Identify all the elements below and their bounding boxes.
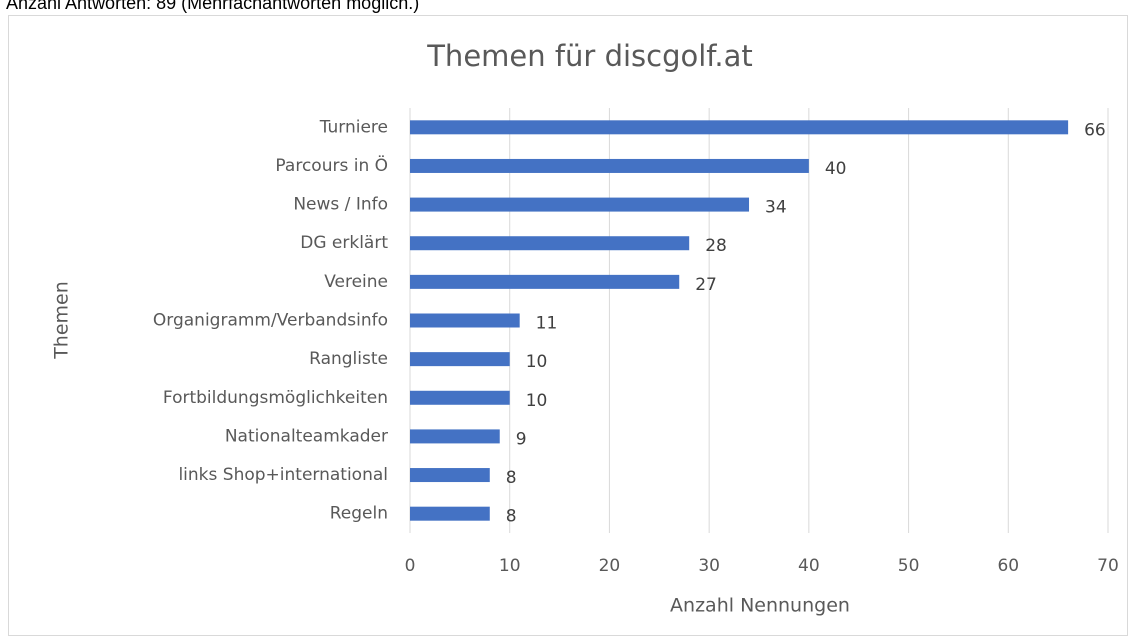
bar <box>410 158 809 173</box>
y-tick-label: DG erklärt <box>300 233 388 253</box>
x-tick-label: 60 <box>997 556 1019 576</box>
value-label: 10 <box>526 352 548 372</box>
x-tick-label: 20 <box>599 556 621 576</box>
value-label: 27 <box>695 275 717 295</box>
y-tick-label: links Shop+international <box>178 465 388 485</box>
bar <box>410 313 520 328</box>
y-tick-label: Nationalteamkader <box>225 426 388 446</box>
bar <box>410 390 510 405</box>
x-tick-label: 0 <box>405 556 416 576</box>
value-label: 9 <box>516 429 527 449</box>
bar <box>410 197 750 212</box>
x-tick-label: 70 <box>1097 556 1119 576</box>
y-tick-label: Vereine <box>324 272 388 292</box>
y-tick-label: Parcours in Ö <box>275 154 388 176</box>
y-tick-label: Fortbildungsmöglichkeiten <box>163 388 388 408</box>
y-tick-label: Rangliste <box>309 349 388 369</box>
note: Anzahl Antworten: 89 (Mehrfachantworten … <box>6 0 419 13</box>
value-label: 34 <box>765 198 787 218</box>
chart-title: Themen für discgolf.at <box>426 39 753 73</box>
x-tick-label: 10 <box>499 556 521 576</box>
bar <box>410 506 490 521</box>
x-tick-label: 30 <box>698 556 720 576</box>
bar <box>410 120 1069 135</box>
bar <box>410 352 510 367</box>
value-label: 66 <box>1084 120 1106 140</box>
x-tick-label: 40 <box>798 556 820 576</box>
value-label: 11 <box>536 314 558 334</box>
bar <box>410 236 690 251</box>
value-label: 10 <box>526 391 548 411</box>
chart-border <box>8 15 1128 636</box>
x-tick-label: 50 <box>898 556 920 576</box>
bar <box>410 429 500 444</box>
x-axis-label: Anzahl Nennungen <box>670 595 850 617</box>
bar <box>410 274 680 289</box>
value-label: 8 <box>506 468 517 488</box>
y-tick-label: Organigramm/Verbandsinfo <box>153 311 388 331</box>
value-label: 8 <box>506 507 517 527</box>
y-tick-label: Turniere <box>319 117 388 137</box>
value-label: 28 <box>705 236 727 256</box>
y-axis-label: Themen <box>51 281 73 360</box>
y-tick-label: News / Info <box>293 195 388 215</box>
y-tick-label: Regeln <box>330 504 388 524</box>
value-label: 40 <box>825 159 847 179</box>
bar <box>410 468 490 483</box>
